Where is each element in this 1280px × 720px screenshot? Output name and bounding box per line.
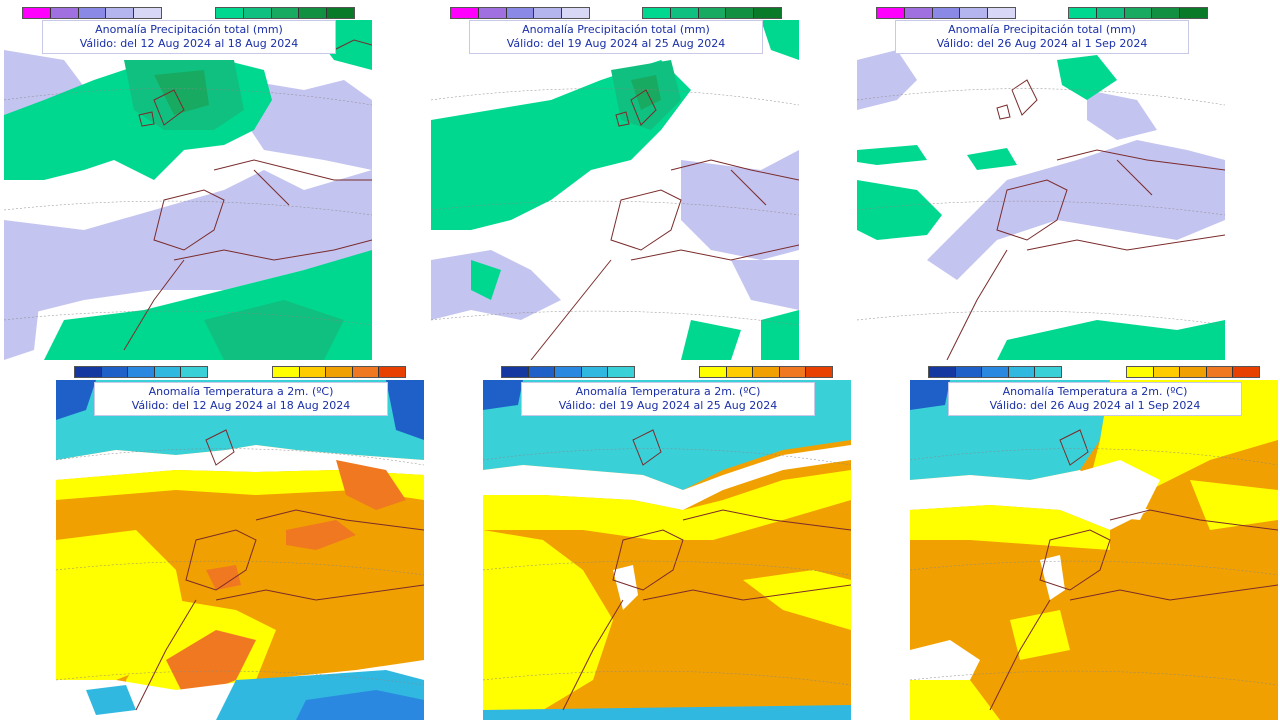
precip-map-2: Anomalía Precipitación total (mm) Válido… <box>431 20 799 360</box>
precip-title-box-2: Anomalía Precipitación total (mm) Válido… <box>469 20 763 54</box>
precip-valid-2: Válido: del 19 Aug 2024 al 25 Aug 2024 <box>506 37 726 50</box>
temp-map-1: Anomalía Temperatura a 2m. (ºC) Válido: … <box>56 380 424 720</box>
temp-valid-1: Válido: del 12 Aug 2024 al 18 Aug 2024 <box>131 399 351 412</box>
temp-title-2: Anomalía Temperatura a 2m. (ºC) <box>575 385 761 398</box>
precip-title-1: Anomalía Precipitación total (mm) <box>95 23 283 36</box>
temp-legend-cold-1 <box>74 366 208 378</box>
precip-map-3: Anomalía Precipitación total (mm) Válido… <box>857 20 1225 360</box>
precip-legend-wet <box>215 7 355 19</box>
precip-valid-1: Válido: del 12 Aug 2024 al 18 Aug 2024 <box>79 37 299 50</box>
temp-title-3: Anomalía Temperatura a 2m. (ºC) <box>1002 385 1188 398</box>
precip-legend-dry <box>22 7 162 19</box>
temp-title-box-1: Anomalía Temperatura a 2m. (ºC) Válido: … <box>94 382 388 416</box>
temp-map-3: Anomalía Temperatura a 2m. (ºC) Válido: … <box>910 380 1278 720</box>
precip-valid-3: Válido: del 26 Aug 2024 al 1 Sep 2024 <box>936 37 1148 50</box>
precip-map-1: Anomalía Precipitación total (mm) Válido… <box>4 20 372 360</box>
temp-legend-cold-3 <box>928 366 1062 378</box>
precip-legend-wet-2 <box>642 7 782 19</box>
temp-legend-cold-2 <box>501 366 635 378</box>
precip-legend-dry-3 <box>876 7 1016 19</box>
precip-title-box-1: Anomalía Precipitación total (mm) Válido… <box>42 20 336 54</box>
precip-legend-dry-2 <box>450 7 590 19</box>
temp-map-2: Anomalía Temperatura a 2m. (ºC) Válido: … <box>483 380 851 720</box>
temp-legend-warm-2 <box>699 366 833 378</box>
temp-valid-3: Válido: del 26 Aug 2024 al 1 Sep 2024 <box>989 399 1201 412</box>
temp-legend-warm-1 <box>272 366 406 378</box>
temp-legend-warm-3 <box>1126 366 1260 378</box>
temp-title-1: Anomalía Temperatura a 2m. (ºC) <box>148 385 334 398</box>
precip-title-box-3: Anomalía Precipitación total (mm) Válido… <box>895 20 1189 54</box>
precip-legend-wet-3 <box>1068 7 1208 19</box>
precip-title-3: Anomalía Precipitación total (mm) <box>948 23 1136 36</box>
precip-title-2: Anomalía Precipitación total (mm) <box>522 23 710 36</box>
temp-title-box-3: Anomalía Temperatura a 2m. (ºC) Válido: … <box>948 382 1242 416</box>
temp-valid-2: Válido: del 19 Aug 2024 al 25 Aug 2024 <box>558 399 778 412</box>
temp-title-box-2: Anomalía Temperatura a 2m. (ºC) Válido: … <box>521 382 815 416</box>
